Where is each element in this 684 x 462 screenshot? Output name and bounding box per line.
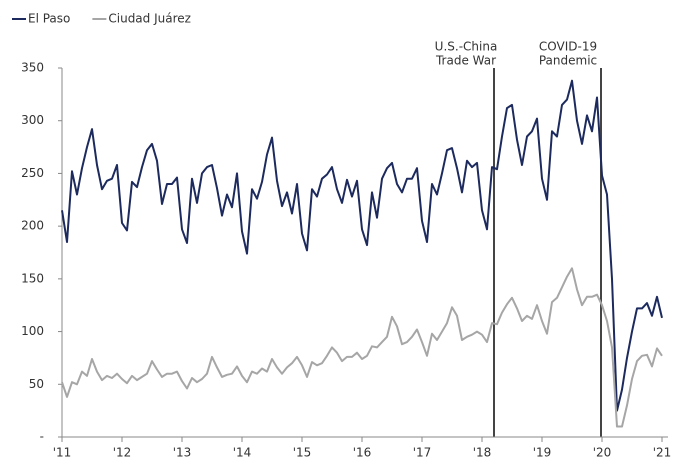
x-tick-label: '11 [53,446,72,460]
x-tick-label: '12 [113,446,132,460]
y-tick-label: 50 [29,377,44,391]
x-tick-label: '16 [353,446,372,460]
y-tick-label: 300 [21,113,44,127]
x-tick-label: '13 [173,446,192,460]
y-tick-label: - [40,430,44,444]
x-tick-label: '14 [233,446,252,460]
y-tick-label: 100 [21,324,44,338]
annotation: Pandemic [539,54,597,68]
x-tick-label: '15 [293,446,312,460]
series-line [61,79,663,412]
annotation: COVID-19 [539,40,597,54]
legend-label: Ciudad Juárez [108,12,191,26]
y-tick-label: 350 [21,61,44,75]
x-tick-label: '18 [473,446,492,460]
annotation: U.S.-China [435,40,498,54]
x-tick-label: '21 [653,446,672,460]
series-line [61,267,663,428]
annotation: Trade War [435,54,496,68]
y-tick-label: 250 [21,166,44,180]
legend-label: El Paso [28,12,70,26]
y-tick-label: 150 [21,271,44,285]
x-tick-label: '19 [533,446,552,460]
x-tick-label: '20 [593,446,612,460]
y-tick-label: 200 [21,219,44,233]
x-tick-label: '17 [413,446,432,460]
